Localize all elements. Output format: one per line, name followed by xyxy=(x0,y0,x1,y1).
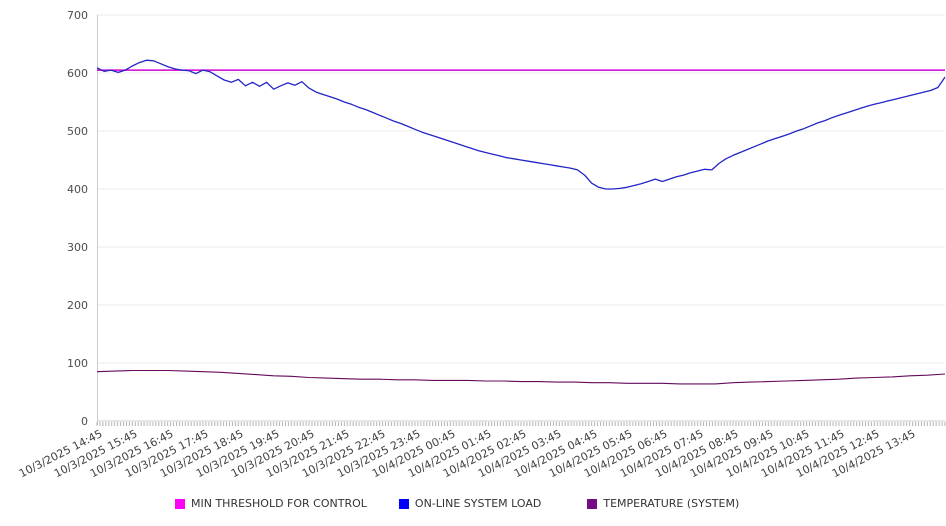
legend-item-temperature[interactable]: TEMPERATURE (SYSTEM) xyxy=(587,497,739,510)
y-axis-label-500: 500 xyxy=(67,124,88,138)
y-axis-label-700: 700 xyxy=(67,8,88,22)
min-threshold-swatch-icon xyxy=(175,498,185,509)
legend-label-online-system-load: ON-LINE SYSTEM LOAD xyxy=(414,497,542,510)
series-line-1 xyxy=(96,59,946,190)
legend: MIN THRESHOLD FOR CONTROL ON-LINE SYSTEM… xyxy=(175,497,739,510)
x-axis-minor-ticks xyxy=(96,422,946,426)
y-axis-label-100: 100 xyxy=(67,356,88,370)
legend-label-temperature: TEMPERATURE (SYSTEM) xyxy=(603,497,740,510)
series-line-2 xyxy=(96,369,946,385)
y-axis-label-600: 600 xyxy=(67,66,88,80)
y-axis-label-200: 200 xyxy=(67,298,88,312)
y-axis-label-400: 400 xyxy=(67,182,88,196)
legend-item-online-system-load[interactable]: ON-LINE SYSTEM LOAD xyxy=(398,497,542,510)
temperature-swatch-icon xyxy=(587,498,598,509)
y-axis-label-300: 300 xyxy=(67,240,88,254)
legend-label-min-threshold: MIN THRESHOLD FOR CONTROL xyxy=(191,497,367,510)
online-system-load-swatch-icon xyxy=(398,498,409,509)
legend-item-min-threshold[interactable]: MIN THRESHOLD FOR CONTROL xyxy=(175,497,367,510)
y-axis-label-0: 0 xyxy=(81,414,88,428)
